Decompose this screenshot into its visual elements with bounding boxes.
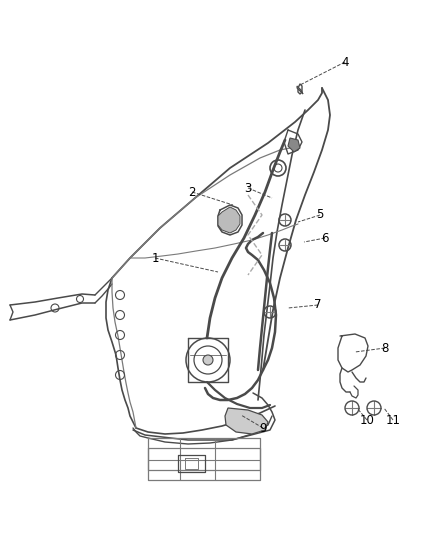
Text: 5: 5 <box>316 208 324 222</box>
Polygon shape <box>218 207 240 233</box>
Polygon shape <box>297 86 303 94</box>
Text: 6: 6 <box>321 231 329 245</box>
Text: 10: 10 <box>360 414 374 426</box>
Text: 9: 9 <box>259 422 267 434</box>
Text: 2: 2 <box>188 185 196 198</box>
Polygon shape <box>225 408 268 434</box>
Text: 11: 11 <box>385 414 400 426</box>
Text: 3: 3 <box>244 182 252 195</box>
Text: 1: 1 <box>151 252 159 264</box>
Text: 8: 8 <box>381 342 389 354</box>
Polygon shape <box>288 138 300 152</box>
Text: 4: 4 <box>341 55 349 69</box>
Circle shape <box>203 355 213 365</box>
Text: 7: 7 <box>314 298 322 311</box>
